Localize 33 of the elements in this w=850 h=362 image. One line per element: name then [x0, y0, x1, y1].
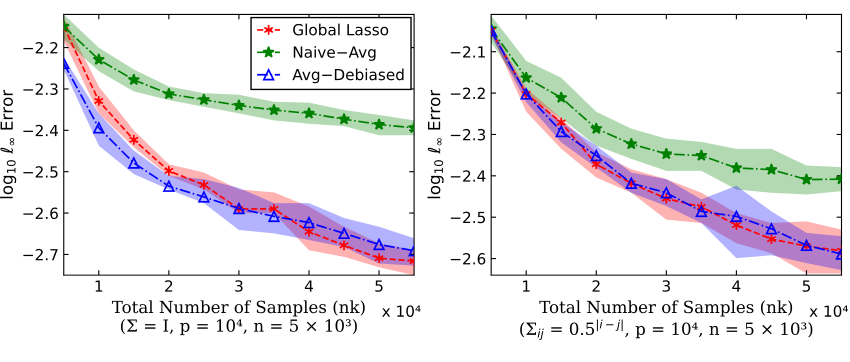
text: (Σ$_{ij}$ = 0.5$^{|i−j|}$, p = 10⁴, n = 5 × 10³): [520, 320, 812, 340]
x-tick-label: 1: [523, 280, 530, 292]
x-tick-label: 5: [802, 280, 810, 292]
x-tick-label: 3: [235, 280, 243, 292]
y-tick-label: −2.3: [450, 128, 486, 140]
legend-label: Avg−Debiased: [292, 68, 404, 84]
x-tick-label: 5: [375, 280, 383, 292]
x-tick-label: 3: [662, 280, 670, 292]
legend-label: Global Lasso: [293, 24, 388, 36]
y-tick-label: −2.4: [23, 124, 58, 136]
y-tick-label: −2.5: [450, 212, 485, 224]
text: x 10⁴: [809, 305, 848, 317]
y-tick-label: −2.2: [450, 88, 485, 99]
x-tick-label: 1: [96, 280, 102, 292]
y-axis-title: log$_{10}$ ℓ$_{∞}$ Error: [427, 90, 444, 198]
legend-label: Naive−Avg: [294, 46, 376, 61]
x-axis-title: Total Number of Samples (nk): [112, 300, 365, 316]
text: (Σ = I, p = 10⁴, n = 5 × 10³): [120, 318, 357, 336]
x-tick-label: 2: [165, 280, 172, 292]
y-tick-label: −2.6: [450, 253, 486, 265]
y-tick-label: −2.2: [23, 42, 58, 54]
y-tick-label: −2.4: [450, 170, 486, 182]
x-tick-label: 4: [304, 280, 313, 292]
text: x 10⁴: [382, 305, 421, 317]
x-axis-title: Total Number of Samples (nk): [539, 300, 792, 316]
x-tick-label: 4: [732, 280, 740, 292]
y-tick-label: −2.3: [23, 83, 58, 95]
y-tick-label: −2.7: [23, 248, 58, 260]
y-tick-label: −2.1: [450, 46, 485, 58]
y-tick-label: −2.6: [23, 208, 58, 220]
x-tick-label: 2: [592, 280, 600, 292]
y-tick-label: −2.5: [23, 166, 58, 178]
y-axis-title: log$_{10}$ ℓ$_{∞}$ Error: [0, 90, 16, 198]
